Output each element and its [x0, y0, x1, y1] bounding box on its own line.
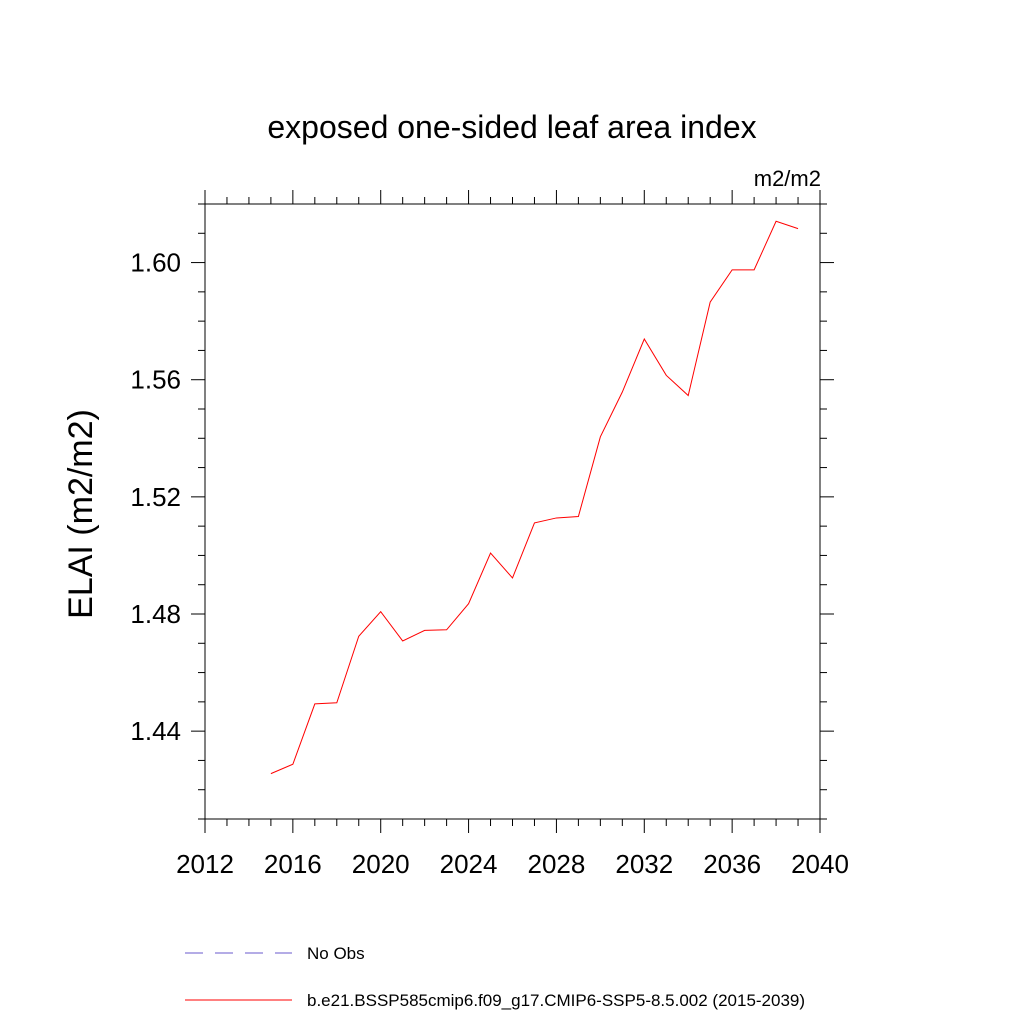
x-axis-ticks	[204, 190, 821, 833]
y-tick-label: 1.48	[130, 599, 181, 629]
x-axis-tick-labels: 2012 2016 2020 2024 2028 2032 2036 2040	[176, 849, 849, 879]
x-tick-label: 2036	[703, 849, 761, 879]
data-series	[270, 220, 799, 775]
x-tick-label: 2012	[176, 849, 234, 879]
units-label: m2/m2	[754, 166, 821, 191]
legend: No Obs b.e21.BSSP585cmip6.f09_g17.CMIP6-…	[185, 944, 805, 1010]
legend-label-no-obs: No Obs	[307, 944, 365, 963]
x-tick-label: 2016	[264, 849, 322, 879]
y-tick-label: 1.44	[130, 716, 181, 746]
y-tick-label: 1.60	[130, 248, 181, 278]
y-tick-label: 1.56	[130, 365, 181, 395]
series-line-0	[270, 220, 799, 775]
x-tick-label: 2024	[440, 849, 498, 879]
y-axis-label: ELAI (m2/m2)	[62, 409, 100, 619]
y-axis-tick-labels: 1.44 1.48 1.52 1.56 1.60	[130, 248, 181, 747]
y-tick-label: 1.52	[130, 482, 181, 512]
legend-label-ssp585: b.e21.BSSP585cmip6.f09_g17.CMIP6-SSP5-8.…	[307, 991, 805, 1010]
x-tick-label: 2020	[352, 849, 410, 879]
x-tick-label: 2040	[791, 849, 849, 879]
chart-title: exposed one-sided leaf area index	[267, 109, 756, 145]
plot-frame	[204, 203, 821, 820]
x-tick-label: 2032	[615, 849, 673, 879]
y-axis-ticks	[191, 203, 834, 820]
x-tick-label: 2028	[528, 849, 586, 879]
